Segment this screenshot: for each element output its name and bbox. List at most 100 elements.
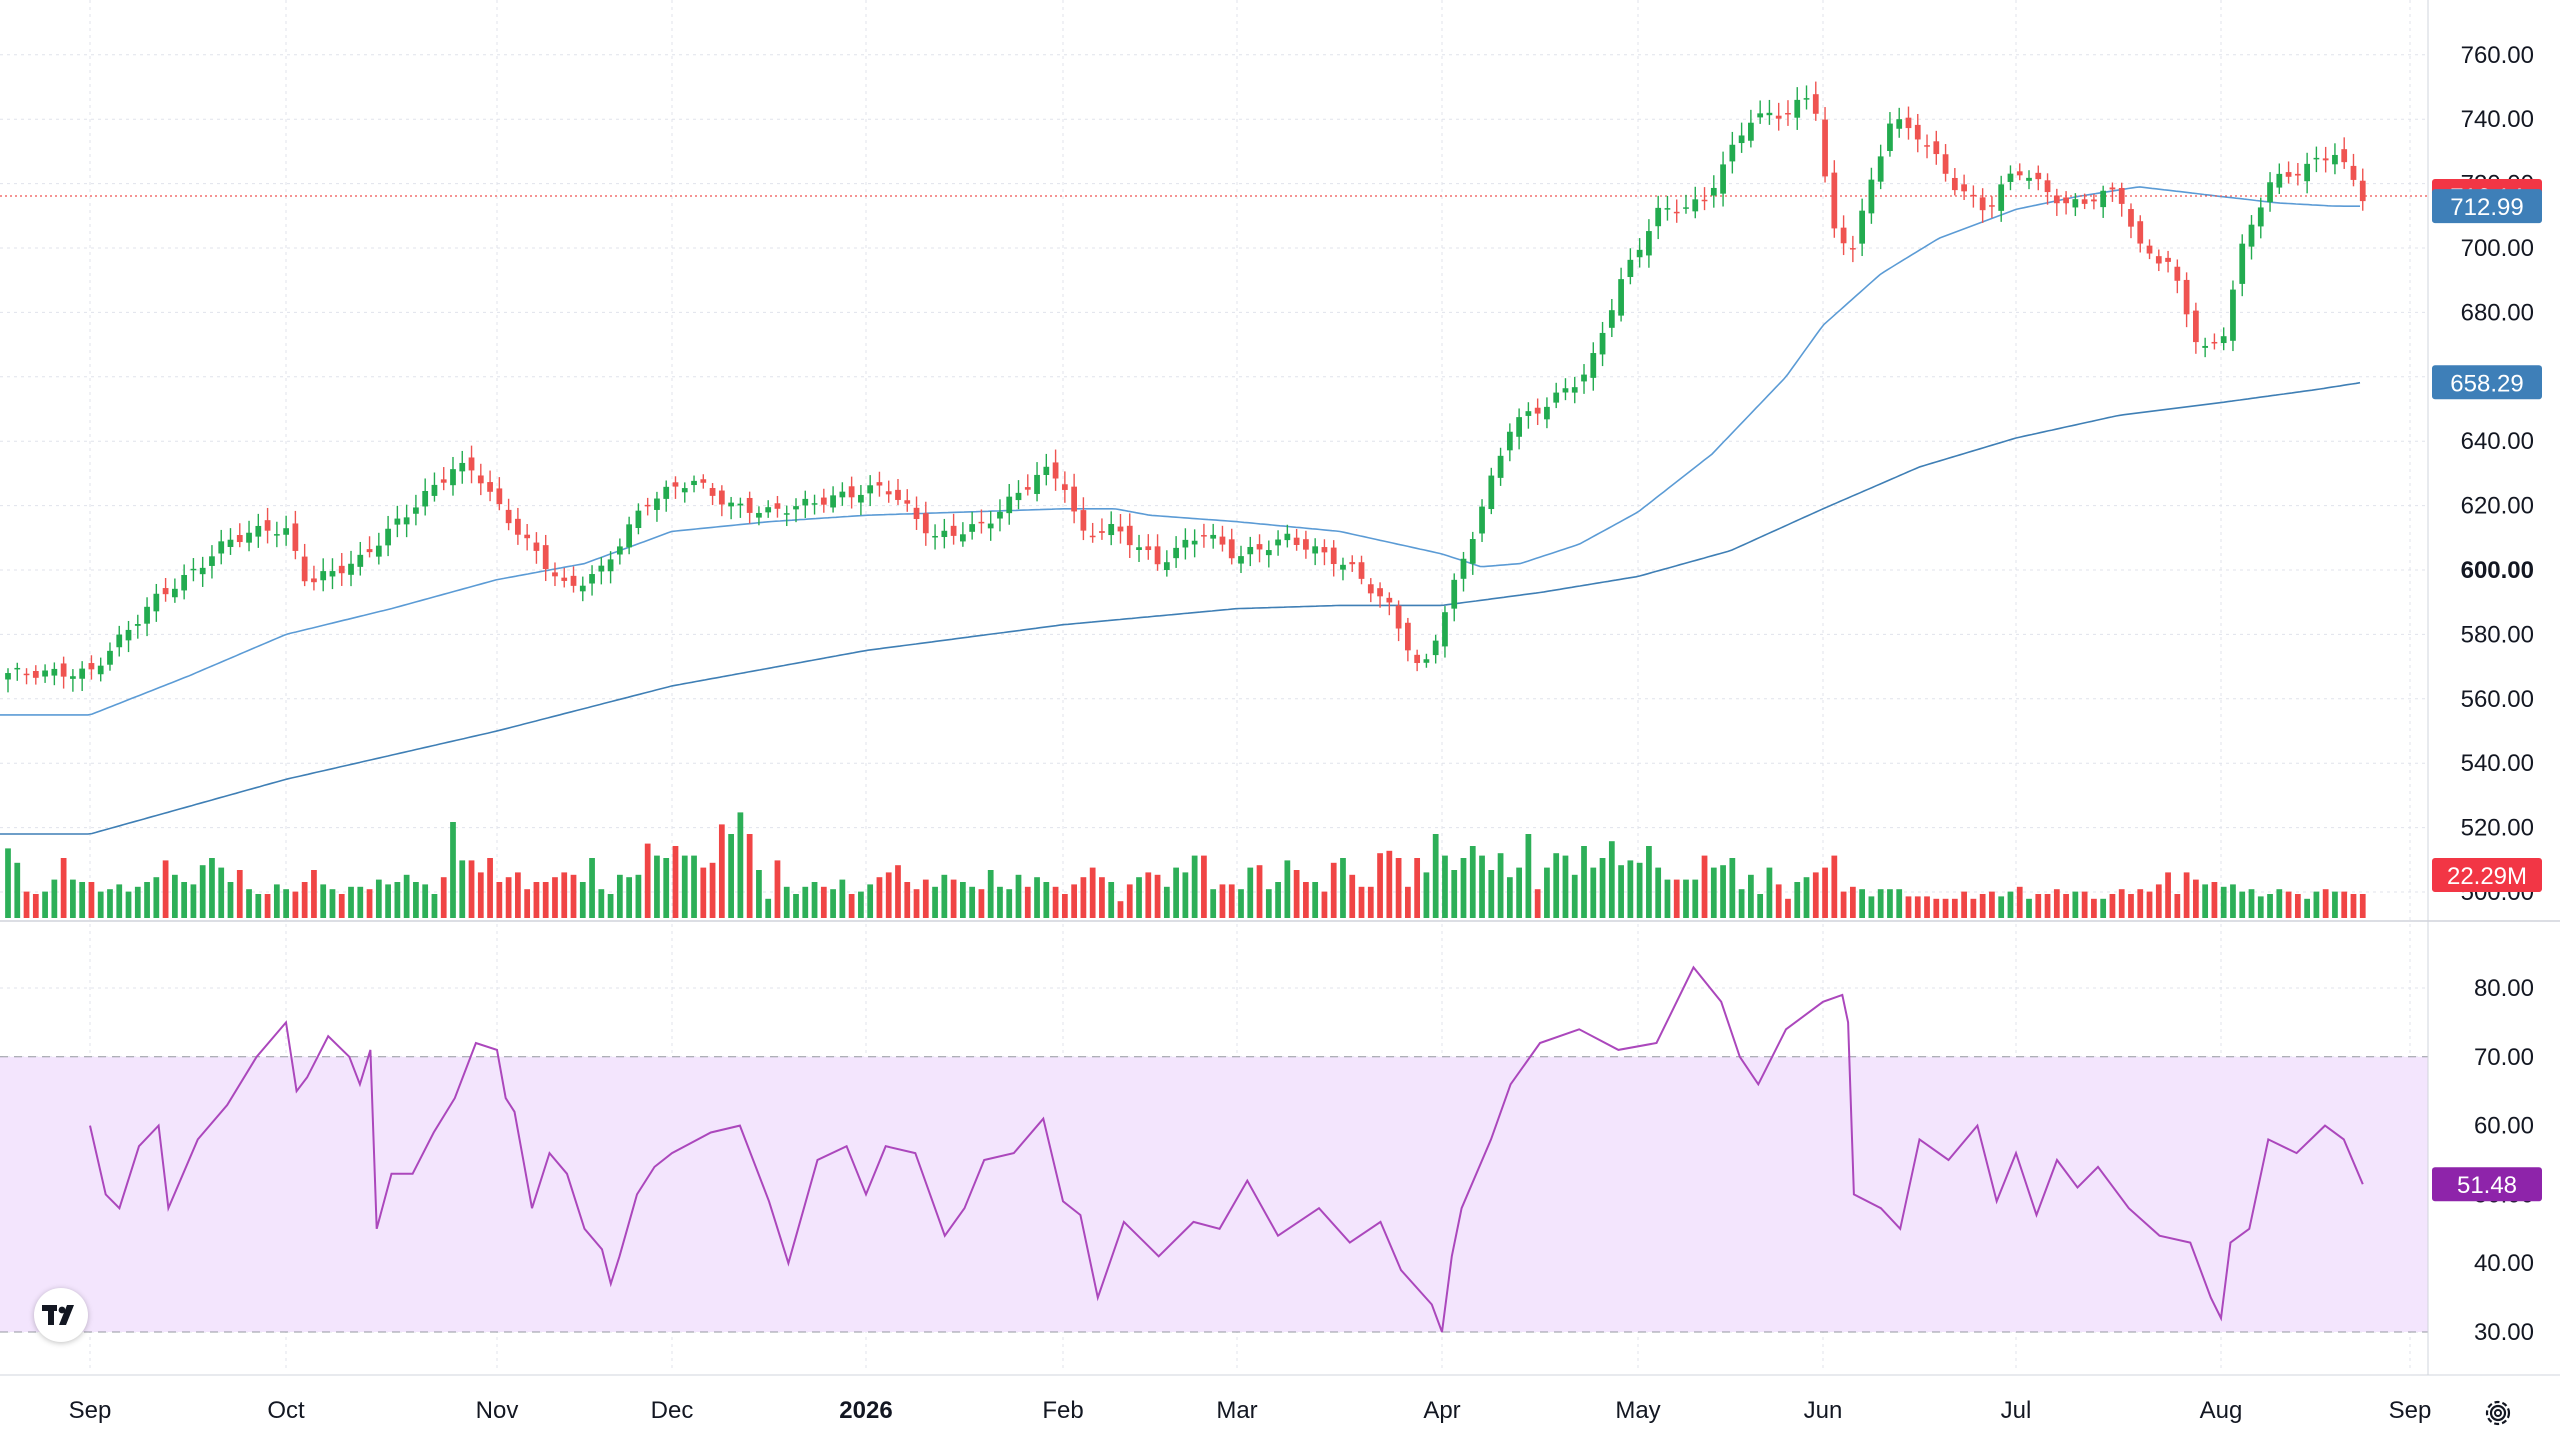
volume-bar bbox=[1043, 882, 1050, 918]
candle-body bbox=[1312, 546, 1319, 554]
volume-bar bbox=[1581, 846, 1587, 918]
candle-body bbox=[477, 475, 484, 484]
volume-bar bbox=[440, 877, 447, 918]
volume-bar bbox=[2276, 889, 2283, 918]
candle-body bbox=[2332, 154, 2338, 165]
candle-body bbox=[2359, 180, 2366, 202]
candle-body bbox=[329, 571, 336, 577]
candle-body bbox=[1812, 94, 1819, 114]
settings-gear-icon[interactable] bbox=[2478, 1393, 2518, 1433]
candle-body bbox=[2053, 195, 2060, 204]
candle-body bbox=[756, 512, 762, 518]
volume-bar bbox=[635, 874, 642, 918]
candle-body bbox=[1340, 564, 1346, 570]
candle-body bbox=[1173, 547, 1179, 559]
candle-body bbox=[1729, 144, 1736, 162]
volume-bar bbox=[663, 858, 670, 918]
volume-bar bbox=[1488, 870, 1495, 918]
volume-bar bbox=[1701, 855, 1708, 918]
rsi-tick-label: 70.00 bbox=[2474, 1044, 2534, 1071]
volume-bar bbox=[1414, 858, 1421, 918]
candle-body bbox=[440, 479, 447, 483]
volume-bar bbox=[1840, 891, 1847, 918]
candle-body bbox=[32, 671, 39, 678]
candle-body bbox=[867, 485, 874, 494]
candle-body bbox=[301, 556, 308, 582]
candle-body bbox=[960, 534, 966, 542]
candle-body bbox=[1303, 539, 1309, 550]
candle-body bbox=[1951, 177, 1958, 191]
volume-bar bbox=[79, 882, 86, 918]
ma-short-line bbox=[0, 186, 2360, 716]
candle-body bbox=[2322, 158, 2329, 161]
volume-bar bbox=[1571, 874, 1578, 918]
volume-bar bbox=[904, 882, 911, 918]
volume-bar bbox=[1395, 858, 1402, 918]
candle-body bbox=[51, 668, 58, 676]
candle-body bbox=[496, 488, 503, 505]
volume-bar bbox=[2128, 894, 2134, 918]
volume-bar bbox=[1766, 867, 1773, 918]
candle-body bbox=[2211, 341, 2218, 344]
candle-body bbox=[1701, 199, 1708, 202]
volume-bar bbox=[1785, 898, 1791, 918]
candle-body bbox=[1071, 486, 1078, 512]
candle-body bbox=[978, 521, 985, 524]
volume-bar bbox=[867, 884, 874, 918]
candle-body bbox=[663, 486, 670, 499]
candle-body bbox=[88, 663, 95, 670]
tradingview-logo[interactable] bbox=[34, 1288, 88, 1342]
volume-bar bbox=[913, 889, 920, 918]
volume-bar bbox=[375, 879, 382, 918]
candle-body bbox=[1840, 227, 1847, 244]
ma-short-badge-text: 712.99 bbox=[2450, 194, 2523, 221]
candle-body bbox=[811, 503, 818, 505]
candle-body bbox=[2091, 199, 2097, 202]
candle-body bbox=[70, 676, 76, 679]
y-tick-label: 700.00 bbox=[2461, 235, 2534, 262]
volume-bar bbox=[1849, 886, 1856, 918]
volume-bar bbox=[2359, 894, 2366, 918]
volume-bar bbox=[1404, 886, 1411, 918]
volume-bar bbox=[932, 886, 938, 918]
candle-body bbox=[876, 482, 883, 486]
candle-body bbox=[2035, 172, 2042, 180]
candle-body bbox=[1896, 119, 1903, 129]
volume-bar bbox=[885, 872, 892, 918]
volume-bar bbox=[1673, 879, 1680, 918]
volume-bar bbox=[1553, 853, 1560, 918]
candle-body bbox=[1887, 123, 1893, 151]
volume-bar bbox=[709, 862, 716, 918]
candle-body bbox=[969, 524, 976, 532]
volume-bar bbox=[876, 877, 883, 918]
candle-body bbox=[895, 489, 901, 500]
candle-body bbox=[1748, 122, 1754, 141]
volume-bar bbox=[987, 870, 994, 918]
candle-body bbox=[1785, 112, 1791, 115]
volume-bar bbox=[2109, 894, 2116, 918]
candle-body bbox=[1423, 659, 1430, 663]
x-tick-label: Sep bbox=[69, 1397, 112, 1424]
volume-bar bbox=[1340, 858, 1346, 918]
candle-body bbox=[2081, 199, 2088, 204]
volume-bar bbox=[858, 891, 864, 918]
volume-bar bbox=[422, 884, 429, 918]
volume-bar bbox=[2118, 889, 2125, 918]
candle-body bbox=[1080, 510, 1087, 531]
candle-body bbox=[116, 634, 123, 648]
candle-body bbox=[1849, 248, 1856, 250]
volume-bar bbox=[978, 889, 985, 918]
candle-body bbox=[2146, 245, 2153, 254]
rsi-badge: 51.48 bbox=[2432, 1167, 2542, 1202]
volume-bar bbox=[1618, 865, 1624, 918]
volume-bar bbox=[1358, 886, 1365, 918]
candle-body bbox=[1599, 332, 1606, 355]
volume-bar bbox=[1599, 858, 1606, 918]
volume-bar bbox=[264, 894, 271, 918]
volume-bar bbox=[1154, 874, 1161, 918]
x-tick-label: Mar bbox=[1216, 1397, 1257, 1424]
candle-body bbox=[1099, 531, 1105, 533]
